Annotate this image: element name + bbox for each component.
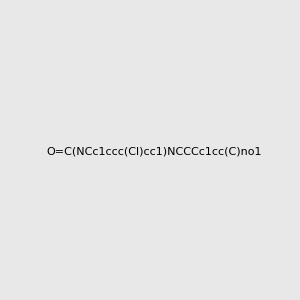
- Text: O=C(NCc1ccc(Cl)cc1)NCCCc1cc(C)no1: O=C(NCc1ccc(Cl)cc1)NCCCc1cc(C)no1: [46, 146, 262, 157]
